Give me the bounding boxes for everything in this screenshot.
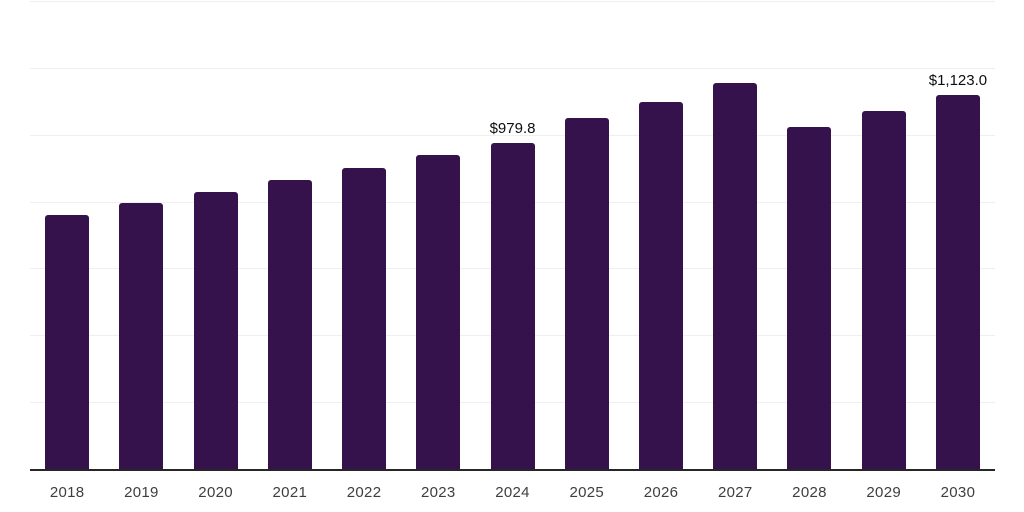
value-label-2024: $979.8 (489, 119, 536, 137)
bar-2029 (861, 111, 906, 470)
bars-container: $979.8 $1,123.0 (30, 2, 995, 470)
bar-2022 (342, 168, 387, 470)
bar-slot-2028 (772, 2, 846, 470)
x-tick-2019: 2019 (124, 484, 159, 501)
x-tick-2020: 2020 (198, 484, 233, 501)
bar-slot-2029 (847, 2, 921, 470)
bar-slot-2021 (253, 2, 327, 470)
bar-2027 (713, 83, 758, 470)
bar-slot-2019 (104, 2, 178, 470)
x-tick-2030: 2030 (940, 484, 976, 501)
bar-slot-2024: $979.8 (475, 2, 549, 470)
x-axis-line (30, 469, 995, 471)
bar-slot-2022 (327, 2, 401, 470)
bar-slot-2026 (624, 2, 698, 470)
bar-slot-2018 (30, 2, 104, 470)
gridline-1400 (30, 1, 995, 2)
gridline-1200 (30, 67, 995, 69)
x-tick-2023: 2023 (421, 484, 456, 501)
bar-2028 (787, 127, 832, 470)
bar-2026 (638, 102, 683, 470)
bar-2023 (416, 155, 461, 470)
bar-slot-2023 (401, 2, 475, 470)
bar-2025 (564, 118, 609, 470)
bar-slot-2020 (178, 2, 252, 470)
x-tick-2018: 2018 (49, 484, 85, 501)
bar-2018 (45, 215, 90, 470)
gridline-1000 (30, 134, 995, 136)
x-tick-2028: 2028 (792, 484, 827, 501)
bar-slot-2025 (550, 2, 624, 470)
x-tick-2021: 2021 (272, 484, 308, 501)
bar-2024 (490, 142, 535, 470)
x-tick-2026: 2026 (643, 484, 679, 501)
x-tick-2027: 2027 (717, 484, 753, 501)
x-axis-labels: 2018 2019 2020 2021 2022 2023 2024 2025 2026 2027… (30, 484, 995, 501)
bar-2030 (935, 94, 980, 470)
bar-2021 (267, 180, 312, 470)
x-tick-2025: 2025 (569, 484, 605, 501)
bar-2020 (193, 192, 238, 470)
value-label-2030: $1,123.0 (928, 71, 988, 89)
bar-2019 (119, 203, 164, 470)
x-tick-2024: 2024 (495, 484, 530, 501)
x-tick-2029: 2029 (866, 484, 901, 501)
x-tick-2022: 2022 (346, 484, 382, 501)
bar-slot-2030: $1,123.0 (921, 2, 995, 470)
plot-area: $979.8 $1,123.0 (30, 1, 995, 471)
bar-slot-2027 (698, 2, 772, 470)
